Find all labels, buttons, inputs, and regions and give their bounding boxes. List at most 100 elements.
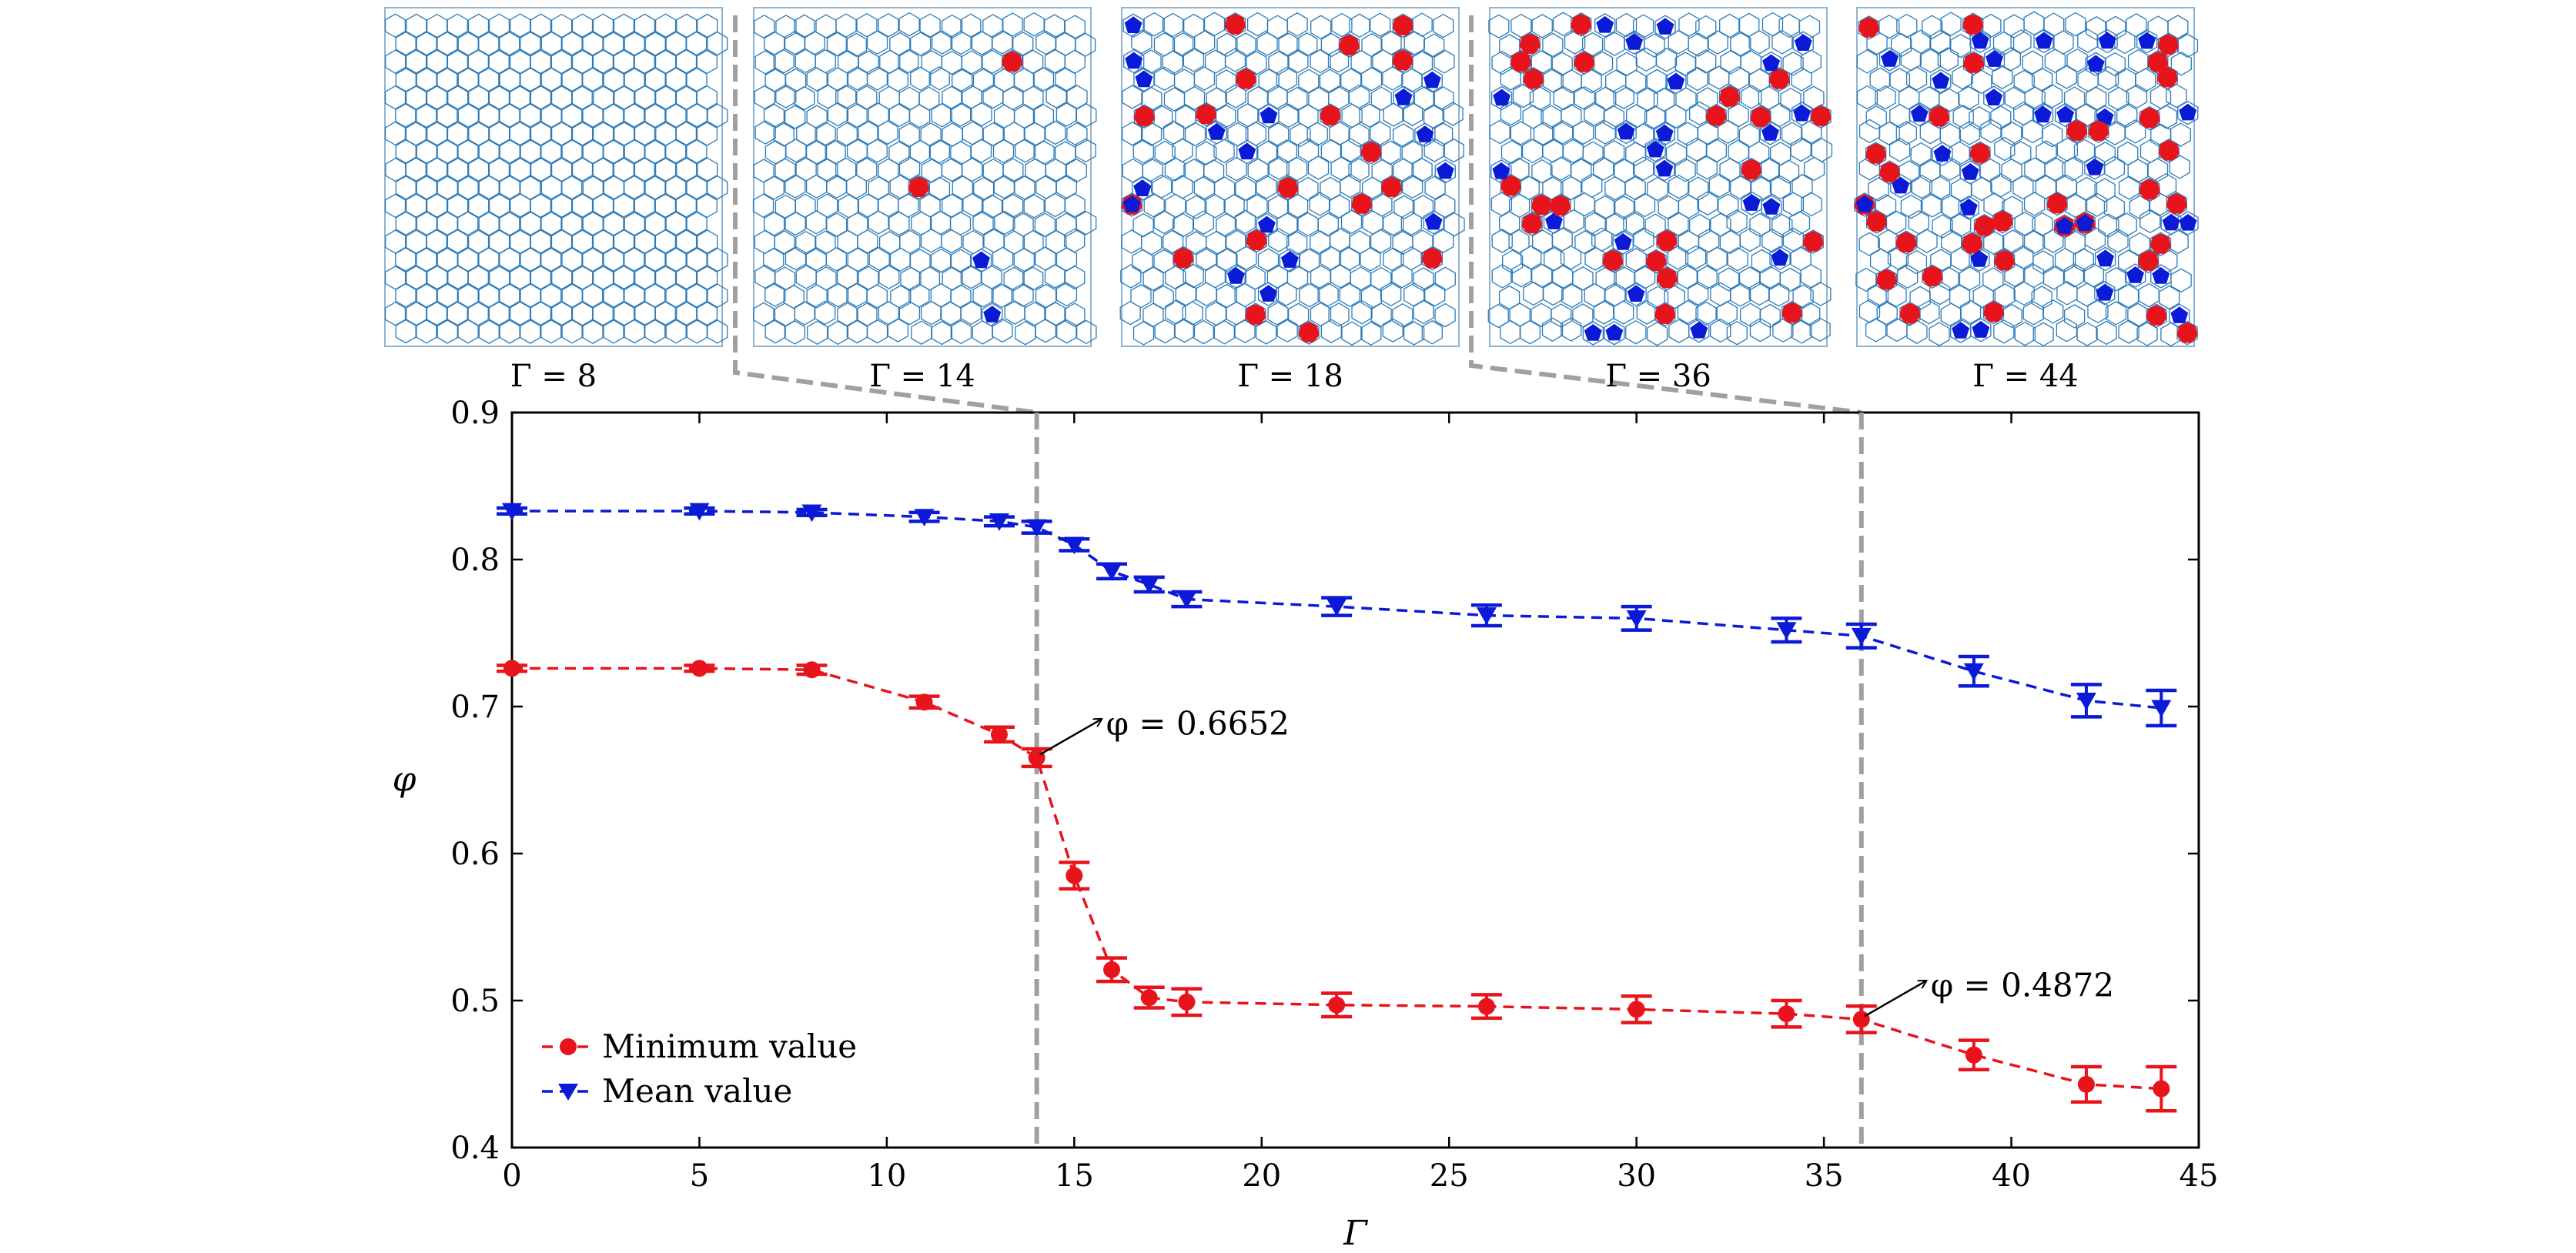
cell <box>1697 191 1718 216</box>
cell <box>1929 280 1951 306</box>
cell <box>1561 317 1582 342</box>
cell <box>2063 263 2086 288</box>
data-series <box>497 503 2177 1113</box>
cell <box>457 319 479 344</box>
data-point <box>1140 989 1158 1007</box>
cell <box>1003 266 1025 292</box>
defect-cell-blue <box>1596 15 1614 33</box>
cell <box>603 212 624 236</box>
cell <box>686 247 708 272</box>
cell <box>707 103 728 128</box>
cell <box>1276 212 1298 237</box>
cell <box>764 31 785 55</box>
cell <box>654 301 676 326</box>
cell <box>499 103 520 128</box>
cell <box>561 247 583 272</box>
cell <box>1810 282 1832 306</box>
cell <box>499 319 520 344</box>
cell <box>395 211 417 236</box>
cell <box>1064 265 1086 290</box>
x-tick-label: 0 <box>502 1158 521 1194</box>
y-tick-label: 0.4 <box>450 1131 500 1166</box>
defect-cell-red <box>1320 105 1341 125</box>
defect-cell-red <box>1969 142 1991 163</box>
cell <box>2031 286 2052 310</box>
cell <box>1769 246 1791 271</box>
cell <box>1809 317 1831 342</box>
cell <box>2136 28 2158 54</box>
cell <box>592 49 614 74</box>
cell <box>1668 174 1690 199</box>
cell <box>478 32 500 56</box>
cell <box>665 283 687 308</box>
cell <box>1203 12 1226 37</box>
cell <box>858 50 879 75</box>
cell <box>416 283 437 308</box>
cell <box>775 84 797 109</box>
defect-cell-red <box>2139 107 2160 129</box>
data-point <box>1139 576 1159 594</box>
cell <box>2014 211 2036 236</box>
cell <box>561 175 583 200</box>
cell <box>1165 193 1186 219</box>
cell <box>1003 121 1025 146</box>
legend-item: Mean value <box>542 1072 792 1110</box>
cell <box>1194 30 1216 55</box>
cell <box>1939 156 1961 181</box>
cell <box>1245 302 1266 327</box>
y-tick-label: 0.9 <box>450 396 500 431</box>
cell <box>697 229 718 254</box>
data-point <box>2077 1075 2095 1093</box>
cell <box>2107 229 2129 253</box>
cell <box>1688 281 1709 306</box>
cell <box>2063 86 2086 111</box>
cell <box>1929 29 1951 55</box>
cell <box>665 211 687 236</box>
defect-cell-blue <box>1617 122 1635 140</box>
cell <box>1971 176 1992 202</box>
cell <box>2139 209 2161 234</box>
cell <box>1897 264 1919 289</box>
cell <box>540 247 562 272</box>
cell <box>582 32 604 56</box>
y-tick-label: 0.5 <box>450 984 500 1019</box>
cell <box>624 319 645 344</box>
cell <box>1969 28 1991 54</box>
cell <box>773 122 795 147</box>
cell <box>2076 322 2098 346</box>
cell <box>1153 209 1175 235</box>
cell <box>890 285 912 309</box>
defect-cell-blue <box>1260 285 1277 302</box>
cell <box>1076 319 1097 345</box>
cell <box>571 193 594 218</box>
cell <box>1403 31 1425 55</box>
cell <box>634 157 655 182</box>
cell <box>754 264 776 289</box>
cell <box>1236 246 1257 271</box>
cell <box>437 319 458 344</box>
cell <box>654 13 677 38</box>
reference-lines <box>1034 413 1864 1148</box>
cell <box>427 122 448 146</box>
cell <box>1970 318 1992 342</box>
cell <box>795 265 817 289</box>
cell <box>696 49 718 75</box>
cell <box>426 193 448 218</box>
cell <box>1959 121 1980 145</box>
cell <box>457 175 479 200</box>
cell <box>1519 319 1541 345</box>
cell <box>437 31 458 56</box>
data-point <box>1176 591 1197 609</box>
cell <box>1929 322 1950 346</box>
cell <box>1562 139 1584 164</box>
cell <box>1268 122 1290 147</box>
cell <box>1382 66 1403 91</box>
cell <box>805 210 827 235</box>
cell <box>1982 299 2005 325</box>
cell <box>634 229 656 254</box>
cell <box>406 266 427 290</box>
defect-cell-blue <box>1656 18 1674 35</box>
cell <box>478 319 500 344</box>
cell <box>1309 192 1330 216</box>
cell <box>697 157 718 182</box>
